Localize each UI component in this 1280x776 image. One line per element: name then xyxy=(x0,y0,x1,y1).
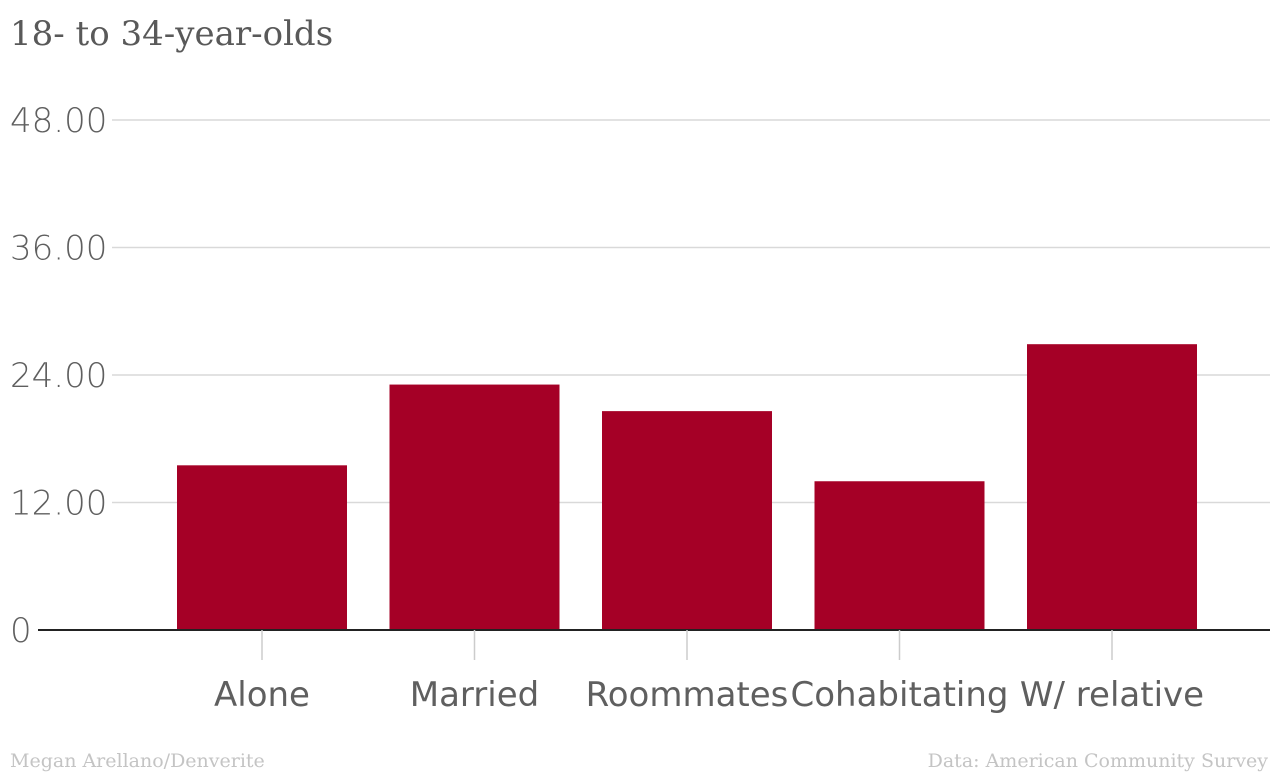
x-tick-label: Roommates xyxy=(586,675,789,715)
y-tick-label: 0 xyxy=(10,611,32,651)
bar xyxy=(814,481,985,630)
credit-text: Megan Arellano/Denverite xyxy=(10,750,265,772)
chart-title: 18- to 34-year-olds xyxy=(10,14,334,54)
y-tick-label: 36.00 xyxy=(10,229,107,269)
bar xyxy=(1027,344,1197,630)
y-tick-label: 24.00 xyxy=(10,356,107,396)
bar xyxy=(602,411,772,630)
bar xyxy=(177,465,347,630)
x-tick-labels: Alone Married Roommates Cohabitating W/ rela… xyxy=(214,675,1204,715)
x-tick-label: Alone xyxy=(214,675,310,715)
x-tick-label: W/ relative xyxy=(1020,675,1204,715)
y-tick-label: 12.00 xyxy=(10,484,107,524)
y-tick-labels: 0 12.00 24.00 36.00 48.00 xyxy=(10,101,107,651)
bar xyxy=(389,384,560,630)
axes xyxy=(38,629,1270,660)
bars xyxy=(177,344,1197,630)
source-text: Data: American Community Survey xyxy=(927,750,1268,772)
x-tick-label: Cohabitating xyxy=(790,675,1008,715)
y-tick-label: 48.00 xyxy=(10,101,107,141)
x-tick-label: Married xyxy=(410,675,539,715)
